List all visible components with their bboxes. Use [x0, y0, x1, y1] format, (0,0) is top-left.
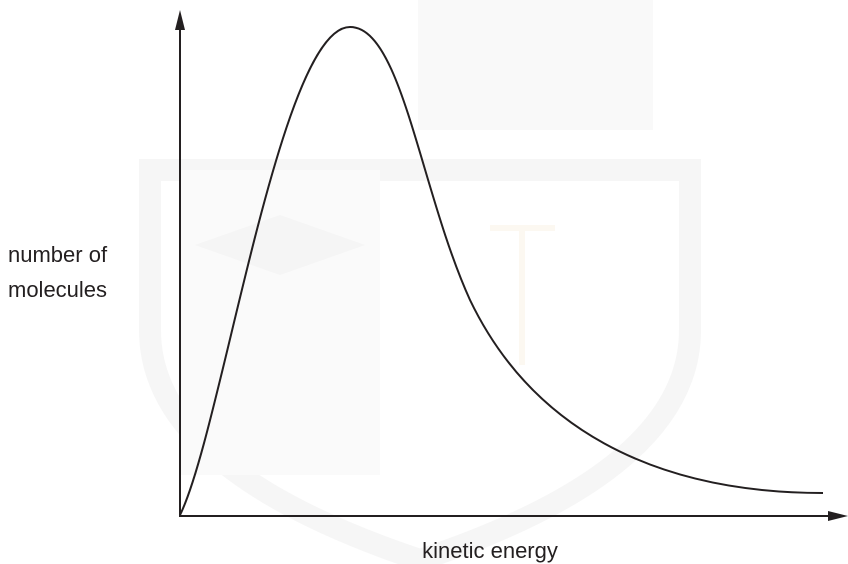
x-axis-arrow: [828, 511, 848, 521]
x-axis-label: kinetic energy: [422, 538, 558, 563]
diagram: number of molecules kinetic energy: [0, 0, 848, 564]
watermark: [150, 0, 690, 560]
y-axis-label: number of: [8, 242, 108, 267]
watermark-letter: [490, 228, 555, 365]
y-axis-arrow: [175, 10, 185, 30]
y-axis-label: molecules: [8, 277, 107, 302]
page: {"axes": {"y_label": ["number of", "mole…: [0, 0, 848, 564]
watermark-block: [418, 0, 653, 130]
